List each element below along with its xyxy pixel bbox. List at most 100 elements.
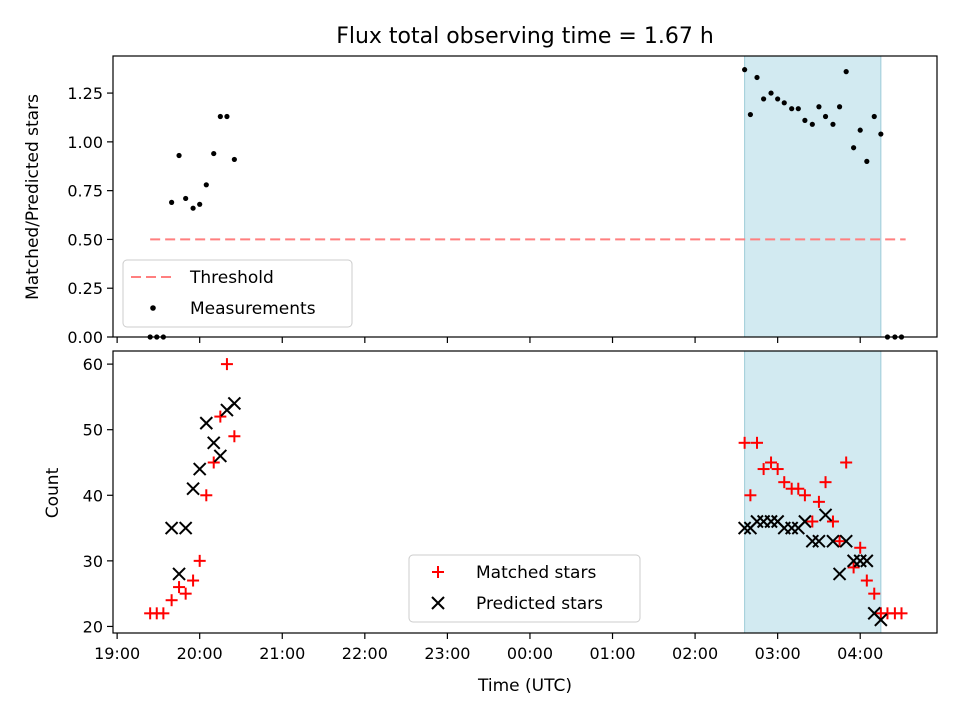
matched-stars-point — [854, 541, 867, 554]
predicted-stars-point — [207, 436, 221, 450]
predicted-stars-point-b — [186, 482, 200, 496]
matched-stars-point — [792, 482, 805, 495]
measurements-point — [795, 106, 801, 112]
predicted-stars-point — [737, 521, 752, 535]
measurements-point — [871, 113, 877, 120]
predicted-stars-point-b — [213, 449, 228, 463]
measurements-point — [857, 127, 863, 133]
measurements-point — [822, 113, 829, 120]
matched-stars-point — [812, 495, 825, 508]
bottom-y-axis-label: Count — [43, 467, 63, 518]
measurements-point — [816, 104, 822, 110]
top-y-tick-label: 1.00 — [67, 133, 103, 152]
matched-stars-point — [200, 489, 213, 502]
x-tick-label: 00:00 — [507, 644, 553, 663]
measurements-point — [176, 152, 182, 159]
matched-stars-point — [868, 587, 881, 600]
matched-stars-point — [826, 515, 839, 528]
top-axes-frame — [112, 55, 938, 338]
measurements-point — [768, 90, 774, 96]
measurements-point — [183, 195, 189, 202]
bottom-y-tick-label: 30 — [83, 552, 103, 571]
matched-stars-point — [798, 489, 811, 502]
legend-threshold-label: Threshold — [189, 268, 274, 288]
predicted-stars-point — [199, 416, 214, 430]
measurements-point — [851, 145, 857, 151]
matched-stars-point — [157, 607, 170, 620]
matched-stars-point — [179, 587, 192, 600]
measurements-point — [775, 96, 781, 102]
matched-stars-point — [220, 358, 233, 371]
matched-stars-point — [833, 535, 846, 548]
matched-stars-point — [214, 410, 227, 423]
predicted-stars-point — [832, 567, 847, 581]
x-tick-label: 21:00 — [259, 644, 305, 663]
predicted-stars-point — [860, 554, 874, 568]
bottom-y-tick-label: 20 — [83, 617, 103, 636]
top-legend-box — [122, 259, 353, 328]
predicted-stars-point-b — [178, 521, 193, 535]
legend-measurements-swatch — [150, 305, 156, 311]
matched-stars-point — [165, 594, 178, 607]
x-tick-label: 20:00 — [177, 644, 223, 663]
measurements-point — [169, 199, 175, 205]
predicted-stars-point — [172, 567, 186, 581]
bottom-legend-box — [408, 554, 641, 623]
measurements-point — [843, 69, 849, 75]
predicted-stars-point-b — [770, 514, 785, 529]
legend-measurements-label: Measurements — [190, 299, 316, 319]
x-tick-label: 01:00 — [589, 644, 635, 663]
predicted-stars-point — [227, 396, 242, 411]
predicted-stars-point-b — [207, 436, 221, 450]
predicted-stars-point-b — [199, 416, 214, 430]
measurements-point — [789, 106, 795, 112]
predicted-stars-point — [812, 534, 826, 548]
predicted-stars-point — [826, 534, 840, 548]
matched-stars-point — [847, 561, 860, 574]
predicted-stars-point-b — [860, 554, 874, 568]
predicted-stars-point-b — [737, 521, 752, 535]
top-y-tick-label: 0.25 — [67, 279, 103, 298]
x-tick-label: 19:00 — [94, 644, 140, 663]
top-y-axis-label: Matched/Predicted stars — [23, 94, 43, 300]
bottom-panel: 20 30 40 50 60 19:00 20:00 21:00 22:00 23:00 00:00… — [83, 350, 938, 663]
matched-stars-point — [806, 515, 819, 528]
top-chart-title: Flux total observing time = 1.67 h — [336, 24, 714, 49]
top-y-tick-label: 0.50 — [67, 230, 103, 249]
measurements-point — [761, 96, 767, 102]
legend-predicted-label: Predicted stars — [476, 594, 603, 614]
predicted-stars-point — [178, 521, 193, 535]
x-tick-label: 04:00 — [837, 644, 883, 663]
measurements-point — [802, 117, 808, 123]
matched-stars-point — [860, 574, 873, 587]
bottom-y-tick-label: 60 — [83, 355, 103, 374]
predicted-stars-point-b — [227, 396, 242, 411]
predicted-stars-point — [186, 482, 200, 496]
measurements-point — [754, 74, 760, 81]
measurements-point — [231, 156, 237, 163]
matched-stars-point — [778, 476, 791, 489]
measurements-point — [830, 121, 836, 127]
matched-stars-point — [819, 476, 832, 489]
predicted-stars-point — [818, 508, 833, 522]
matched-stars-point — [173, 581, 186, 594]
measurements-point — [747, 111, 754, 118]
top-panel: 0.00 0.25 0.50 0.75 1.00 1.25 — [67, 55, 938, 347]
x-tick-label: 03:00 — [755, 644, 801, 663]
predicted-stars-point-b — [192, 462, 207, 476]
matched-stars-point — [771, 463, 784, 476]
predicted-stars-point-b — [172, 567, 186, 581]
measurements-point — [190, 205, 196, 211]
predicted-stars-point — [213, 449, 228, 463]
measurements-point — [781, 100, 787, 106]
predicted-stars-point-b — [867, 606, 881, 621]
predicted-stars-point — [839, 534, 853, 548]
predicted-stars-point-b — [812, 534, 826, 548]
predicted-stars-point — [192, 462, 207, 476]
matched-stars-point — [738, 436, 751, 449]
predicted-stars-point-b — [832, 567, 847, 581]
x-tick-label: 23:00 — [424, 644, 470, 663]
x-tick-label: 22:00 — [342, 644, 388, 663]
measurements-point — [742, 67, 748, 73]
legend-predicted-swatch — [431, 596, 445, 610]
